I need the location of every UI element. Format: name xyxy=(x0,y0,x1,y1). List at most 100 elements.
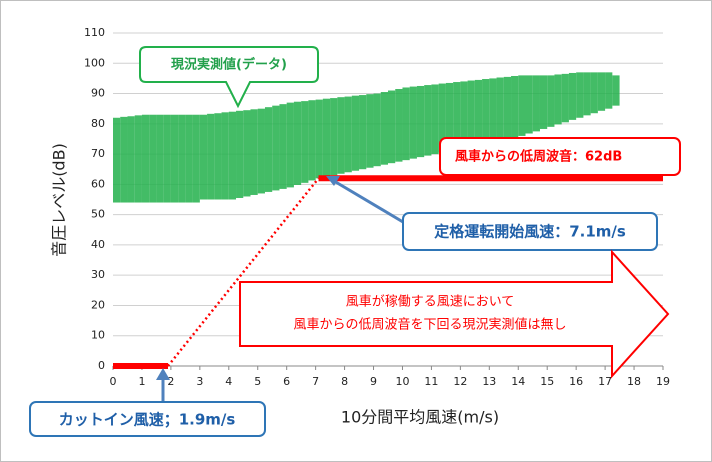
measurement-band xyxy=(539,75,548,129)
measurement-band xyxy=(460,81,468,149)
measurement-band xyxy=(532,75,540,132)
measurement-band xyxy=(388,90,396,164)
measurement-band xyxy=(518,75,526,136)
x-tick-label: 0 xyxy=(110,375,117,388)
measurement-band xyxy=(612,75,620,106)
measurement-band xyxy=(431,84,439,155)
measurement-band xyxy=(134,115,142,203)
measurement-band xyxy=(511,75,519,138)
measurement-band xyxy=(424,85,432,156)
measurement-band xyxy=(163,114,171,203)
measurement-band xyxy=(243,110,251,197)
measurement-band xyxy=(359,95,367,170)
x-tick-label: 1 xyxy=(138,375,145,388)
measurement-band xyxy=(141,114,150,203)
x-tick-label: 19 xyxy=(656,375,670,388)
measurement-band xyxy=(250,109,258,195)
measurement-band xyxy=(474,79,483,146)
measurement-band xyxy=(185,114,193,203)
x-tick-label: 3 xyxy=(196,375,203,388)
measurement-band xyxy=(590,72,598,114)
threshold-line xyxy=(167,177,320,367)
measurement-band xyxy=(156,114,164,203)
cloud-callout: 現況実測値(データ) xyxy=(139,46,319,109)
measurement-band xyxy=(583,72,591,116)
measurement-band xyxy=(489,78,497,142)
x-tick-label: 5 xyxy=(254,375,261,388)
cloud-label: 現況実測値(データ) xyxy=(171,57,287,73)
measurement-band xyxy=(178,114,186,203)
measurement-band xyxy=(221,112,229,200)
annotation: 風車からの低周波音を下回る現況実測値は無し xyxy=(293,317,566,333)
measurement-band xyxy=(525,75,533,134)
measurement-band xyxy=(113,117,121,203)
measurement-band xyxy=(438,83,446,153)
x-axis-label: 10分間平均風速(m/s) xyxy=(341,408,499,427)
measurement-band xyxy=(416,85,425,158)
x-tick-label: 16 xyxy=(569,375,583,388)
measurement-band xyxy=(366,94,374,168)
rated-callout: 定格運転開始風速：7.1m/s xyxy=(326,176,658,251)
x-tick-label: 9 xyxy=(370,375,377,388)
measurement-band xyxy=(395,89,403,162)
measurement-band xyxy=(568,72,577,120)
measurement-band xyxy=(308,100,316,181)
info-arrow: 風車が稼働する風速において 風車からの低周波音を下回る現況実測値は無し xyxy=(239,249,670,379)
x-tick-label: 17 xyxy=(598,375,612,388)
measurement-band xyxy=(286,102,294,188)
y-tick-label: 0 xyxy=(98,359,105,372)
measurement-band xyxy=(214,113,222,200)
x-tick-label: 13 xyxy=(482,375,496,388)
measurement-band xyxy=(322,98,331,177)
measurement-band xyxy=(279,104,287,189)
y-tick-label: 40 xyxy=(91,238,105,251)
x-tick-label: 2 xyxy=(167,375,174,388)
measurement-band xyxy=(496,77,504,141)
measurement-band xyxy=(576,72,584,118)
y-tick-label: 20 xyxy=(91,298,105,311)
measurement-band xyxy=(547,75,555,127)
x-tick-label: 4 xyxy=(225,375,232,388)
measurement-band xyxy=(344,96,352,173)
y-tick-label: 10 xyxy=(91,329,105,342)
measurement-band xyxy=(351,95,360,171)
measurement-band xyxy=(228,111,237,200)
measurement-band xyxy=(127,116,135,203)
cutin-callout: カットイン風速；1.9m/s xyxy=(29,368,266,437)
y-tick-label: 110 xyxy=(84,26,105,39)
x-tick-label: 6 xyxy=(283,375,290,388)
y-tick-label: 80 xyxy=(91,117,105,130)
measurement-band xyxy=(561,73,569,123)
measurement-band xyxy=(337,97,345,174)
x-tick-label: 11 xyxy=(424,375,438,388)
y-tick-label: 50 xyxy=(91,208,105,221)
measurement-band xyxy=(192,114,200,203)
measurement-band xyxy=(597,72,606,111)
measurement-band xyxy=(467,80,475,147)
x-tick-label: 7 xyxy=(312,375,319,388)
measurement-band xyxy=(482,79,490,144)
measurement-band xyxy=(315,99,323,179)
measurement-band xyxy=(170,114,179,203)
measurement-band xyxy=(330,98,338,176)
x-tick-label: 10 xyxy=(395,375,409,388)
measurement-band xyxy=(199,114,208,200)
annotation: 風車からの低周波音：62dB xyxy=(455,149,622,165)
measurement-band xyxy=(236,110,244,198)
y-tick-label: 100 xyxy=(84,56,105,69)
x-tick-label: 15 xyxy=(540,375,554,388)
measurement-band xyxy=(149,114,157,203)
measurement-band xyxy=(380,92,388,165)
y-tick-label: 70 xyxy=(91,147,105,160)
y-tick-label: 30 xyxy=(91,268,105,281)
measurement-band xyxy=(409,86,417,159)
measurement-band xyxy=(257,108,265,194)
x-tick-label: 12 xyxy=(453,375,467,388)
measurement-band xyxy=(605,72,613,109)
measurement-band xyxy=(272,105,280,191)
x-tick-label: 18 xyxy=(627,375,641,388)
measurement-band xyxy=(373,93,381,167)
measurement-band xyxy=(301,101,309,183)
